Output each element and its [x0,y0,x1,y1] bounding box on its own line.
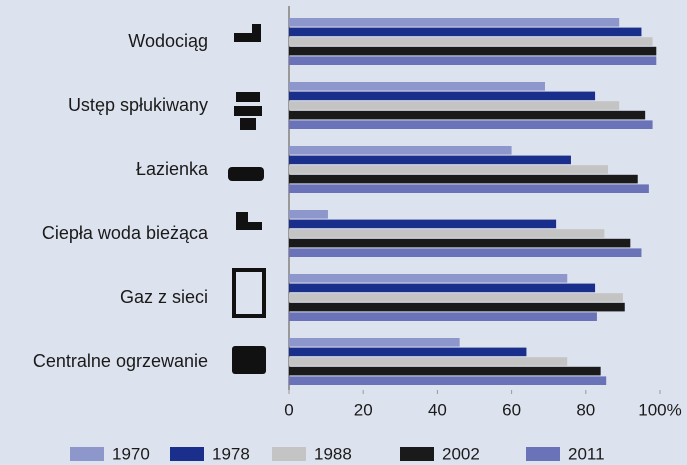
category-label: Ciepła woda bieżąca [42,223,209,243]
bar [289,219,557,229]
legend-label: 1970 [112,444,150,463]
bar [289,27,642,37]
legend-swatch [400,447,434,461]
legend-swatch [526,447,560,461]
bar [289,283,596,293]
bar [289,101,620,110]
bar [289,37,653,46]
bar [289,347,527,357]
bar [289,274,568,283]
icons [228,24,266,374]
icon-toilet [240,118,256,130]
category-label: Gaz z sieci [120,287,208,307]
bar [289,293,623,302]
x-tick-label: 20 [354,400,373,419]
bar [289,155,571,165]
bar [289,302,625,312]
legend-swatch [272,447,306,461]
icon-stove [232,268,266,318]
bar [289,238,631,248]
legend-label: 1988 [314,444,352,463]
x-tick-label: 60 [502,400,521,419]
bar [289,18,620,27]
legend-label: 1978 [212,444,250,463]
category-label: Wodociąg [128,31,208,51]
x-tick-label: 100% [638,400,681,419]
bar [289,91,596,101]
bar [289,210,328,219]
bar [289,357,568,366]
x-tick-label: 80 [576,400,595,419]
bar [289,56,657,65]
bar [289,165,609,174]
bar [289,174,638,184]
icon-tap [252,24,261,42]
bar [289,146,512,155]
bar [289,366,601,376]
bar [289,338,460,347]
x-tick-label: 0 [284,400,293,419]
bar [289,184,649,193]
category-label: Ustęp spłukiwany [68,95,208,115]
icon-radiator [232,346,266,374]
icon-shower [236,212,248,222]
icon-shower [236,222,262,230]
bar [289,110,646,120]
legend-swatch [170,447,204,461]
legend-label: 2011 [568,444,605,463]
category-label: Centralne ogrzewanie [33,351,208,371]
x-tick-label: 40 [428,400,447,419]
legend-swatch [70,447,104,461]
bar [289,46,657,56]
bar [289,376,607,385]
bar [289,248,642,257]
bar [289,229,605,238]
icon-tap [234,33,254,42]
icon-toilet [236,92,260,102]
category-label: Łazienka [136,159,209,179]
icon-bath [228,167,264,181]
bar [289,120,653,129]
bar [289,82,545,91]
icon-toilet [234,106,262,116]
bar [289,312,597,321]
legend-label: 2002 [442,444,480,463]
